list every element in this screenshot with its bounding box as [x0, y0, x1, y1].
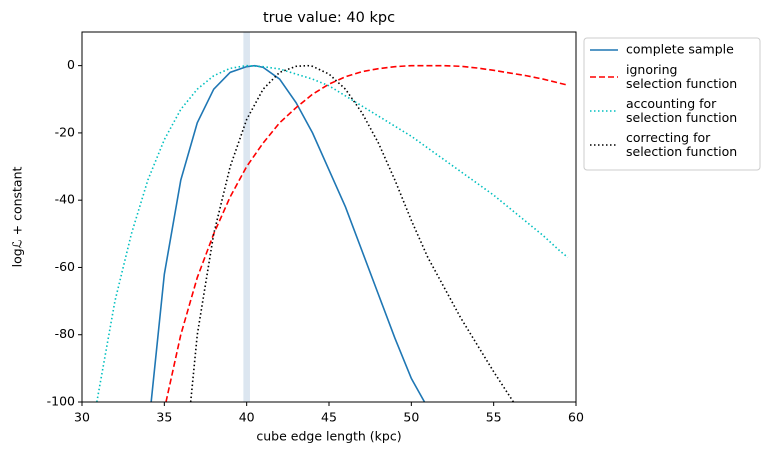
y-tick-label: -20	[55, 124, 75, 139]
y-tick-label: -80	[55, 326, 75, 341]
series-line	[150, 64, 426, 402]
x-tick-label: 30	[74, 410, 90, 425]
x-tick-label: 60	[568, 410, 584, 425]
x-tick-label: 45	[321, 410, 337, 425]
true-value-band	[243, 32, 250, 402]
legend-label: accounting for selection function	[626, 96, 737, 125]
legend-label: complete sample	[626, 42, 734, 57]
legend-box	[583, 37, 761, 171]
y-tick-label: -100	[47, 394, 75, 409]
series-line	[165, 64, 568, 402]
series-line	[96, 64, 569, 402]
plot-area	[96, 32, 569, 402]
y-tick-label: 0	[67, 57, 75, 72]
x-tick-label: 50	[403, 410, 419, 425]
y-tick-label: -60	[55, 259, 75, 274]
legend-label: correcting for selection function	[626, 130, 737, 159]
chart-title: true value: 40 kpc	[263, 10, 395, 26]
x-tick-label: 55	[486, 410, 502, 425]
legend-label: ignoring selection function	[626, 62, 737, 91]
y-axis-label: logℒ + constant	[10, 166, 25, 267]
x-axis-label: cube edge length (kpc)	[256, 429, 401, 444]
x-tick-label: 35	[156, 410, 172, 425]
series-line	[189, 64, 515, 402]
y-tick-label: -40	[55, 192, 75, 207]
x-tick-label: 40	[239, 410, 255, 425]
